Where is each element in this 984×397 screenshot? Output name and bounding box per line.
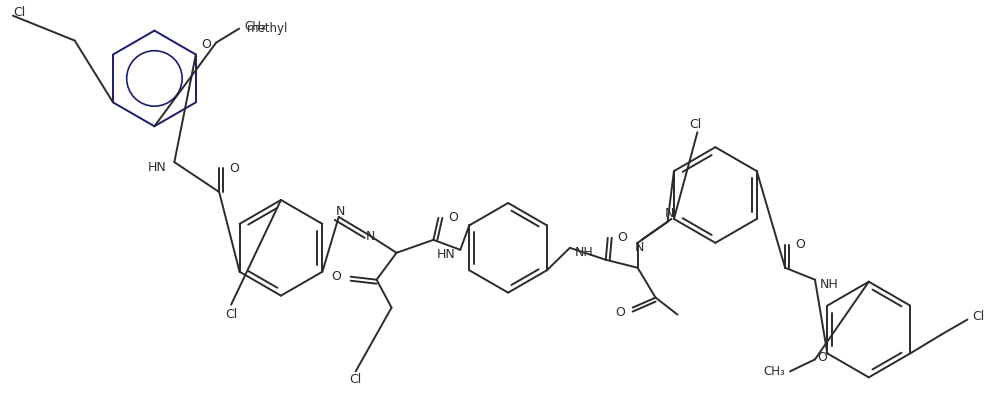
Text: Cl: Cl [972, 310, 984, 323]
Text: methyl: methyl [247, 22, 288, 35]
Text: O: O [202, 38, 212, 51]
Text: CH₃: CH₃ [244, 20, 266, 33]
Text: CH₃: CH₃ [764, 365, 785, 378]
Text: O: O [229, 162, 239, 175]
Text: HN: HN [437, 248, 456, 261]
Text: O: O [331, 270, 340, 283]
Text: N: N [665, 208, 674, 220]
Text: NH: NH [820, 278, 838, 291]
Text: N: N [337, 206, 345, 218]
Text: N: N [635, 241, 645, 254]
Text: Cl: Cl [690, 118, 702, 131]
Text: O: O [795, 238, 805, 251]
Text: Cl: Cl [13, 6, 26, 19]
Text: Cl: Cl [225, 308, 237, 321]
Text: O: O [615, 306, 625, 319]
Text: HN: HN [148, 161, 166, 173]
Text: O: O [817, 351, 827, 364]
Text: NH: NH [575, 246, 593, 259]
Text: N: N [366, 230, 375, 243]
Text: O: O [618, 231, 628, 245]
Text: Cl: Cl [349, 373, 362, 386]
Text: O: O [449, 212, 459, 224]
